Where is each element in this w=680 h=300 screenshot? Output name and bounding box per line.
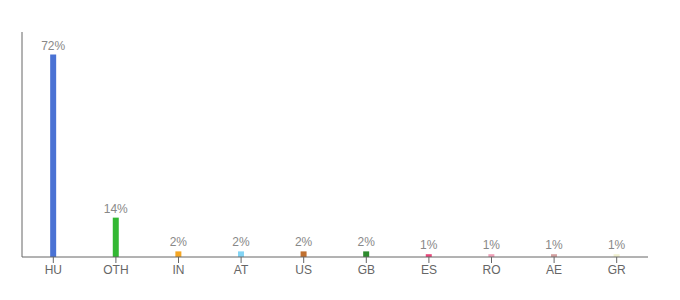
svg-text:1%: 1%: [483, 238, 501, 252]
svg-text:ES: ES: [421, 263, 437, 277]
svg-text:1%: 1%: [420, 238, 438, 252]
svg-text:AT: AT: [234, 263, 249, 277]
svg-text:GB: GB: [358, 263, 375, 277]
svg-text:14%: 14%: [104, 202, 128, 216]
svg-text:OTH: OTH: [103, 263, 128, 277]
svg-text:2%: 2%: [170, 235, 188, 249]
svg-text:IN: IN: [173, 263, 185, 277]
svg-text:US: US: [295, 263, 312, 277]
svg-text:1%: 1%: [545, 238, 563, 252]
svg-text:HU: HU: [45, 263, 62, 277]
svg-text:2%: 2%: [295, 235, 313, 249]
svg-text:2%: 2%: [357, 235, 375, 249]
svg-text:72%: 72%: [41, 39, 65, 53]
svg-text:2%: 2%: [232, 235, 250, 249]
svg-text:GR: GR: [608, 263, 626, 277]
svg-text:RO: RO: [483, 263, 501, 277]
svg-text:AE: AE: [546, 263, 562, 277]
svg-text:1%: 1%: [608, 238, 626, 252]
